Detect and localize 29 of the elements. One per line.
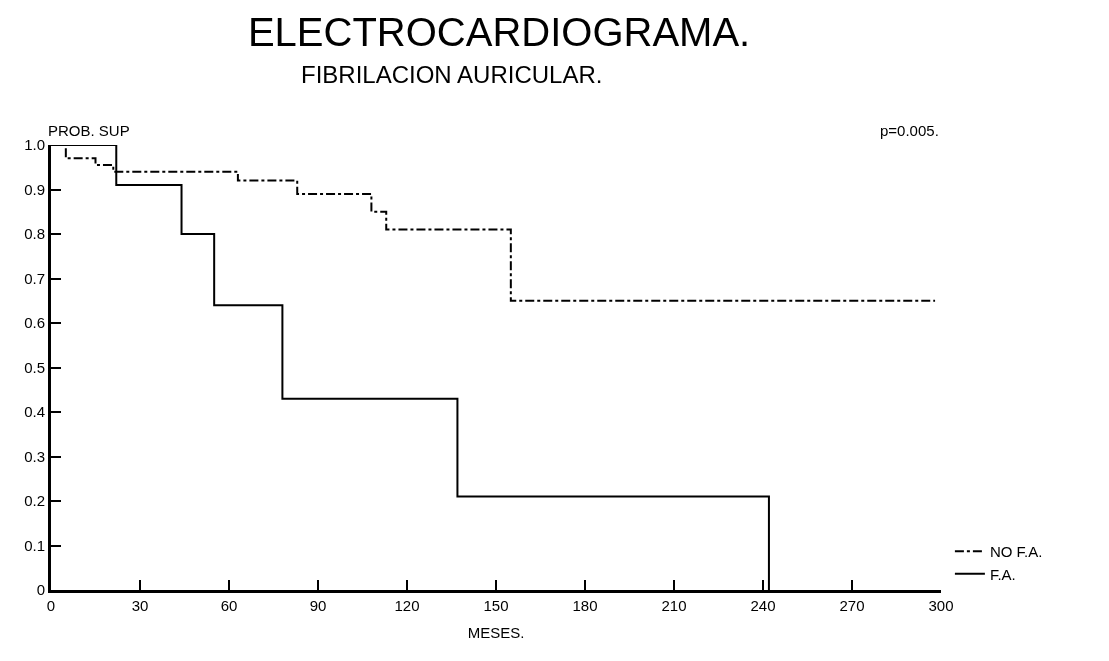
y-tick-label: 0.7 xyxy=(24,269,45,287)
y-tick-label: 0.2 xyxy=(24,492,45,510)
x-tick-label: 210 xyxy=(661,597,687,614)
y-tick-label: 0.6 xyxy=(24,314,45,332)
x-tick-label: 90 xyxy=(309,597,327,614)
legend-label: NO F.A. xyxy=(989,543,1043,561)
y-tick-label: 0.1 xyxy=(24,536,45,554)
x-tick-label: 300 xyxy=(928,597,954,614)
chart-title: ELECTROCARDIOGRAMA. xyxy=(247,10,751,55)
x-tick-label: 150 xyxy=(483,597,509,614)
x-tick-label: 0 xyxy=(46,597,56,614)
x-tick-label: 30 xyxy=(131,597,149,614)
text: p=0.005. xyxy=(880,122,939,139)
y-tick-label: 1.0 xyxy=(24,136,45,154)
x-tick-label: 180 xyxy=(572,597,598,614)
y-tick-label: 0.3 xyxy=(24,447,45,465)
x-tick-label: 60 xyxy=(220,597,238,614)
x-tick-label: 120 xyxy=(394,597,420,614)
y-tick-label: 0.8 xyxy=(24,225,45,243)
x-axis-title: MESES. xyxy=(467,624,525,641)
y-tick-label: 0.9 xyxy=(24,180,45,198)
y-tick-label: 0.5 xyxy=(24,358,45,376)
chart-subtitle: FIBRILACION AURICULAR. xyxy=(301,61,603,88)
y-tick-label: 0 xyxy=(36,581,45,599)
legend-label: F.A. xyxy=(989,565,1016,583)
x-tick-label: 240 xyxy=(750,597,776,614)
x-tick-label: 270 xyxy=(839,597,865,614)
y-tick-label: 0.4 xyxy=(24,403,45,421)
y-axis-title: PROB. SUP xyxy=(48,122,130,139)
